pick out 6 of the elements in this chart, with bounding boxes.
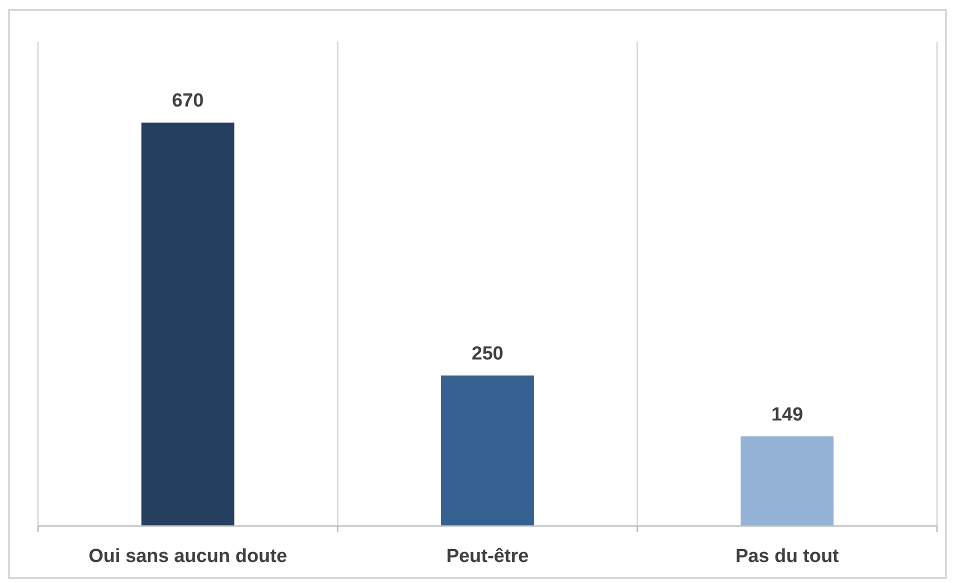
x-tick-label: Peut-être [446, 546, 529, 567]
data-label: 670 [172, 90, 204, 112]
data-label: 250 [472, 344, 504, 365]
data-label: 149 [771, 404, 804, 426]
x-tick-label: Pas du tout [735, 546, 840, 567]
x-tick-label: Oui sans aucun doute [88, 546, 288, 567]
